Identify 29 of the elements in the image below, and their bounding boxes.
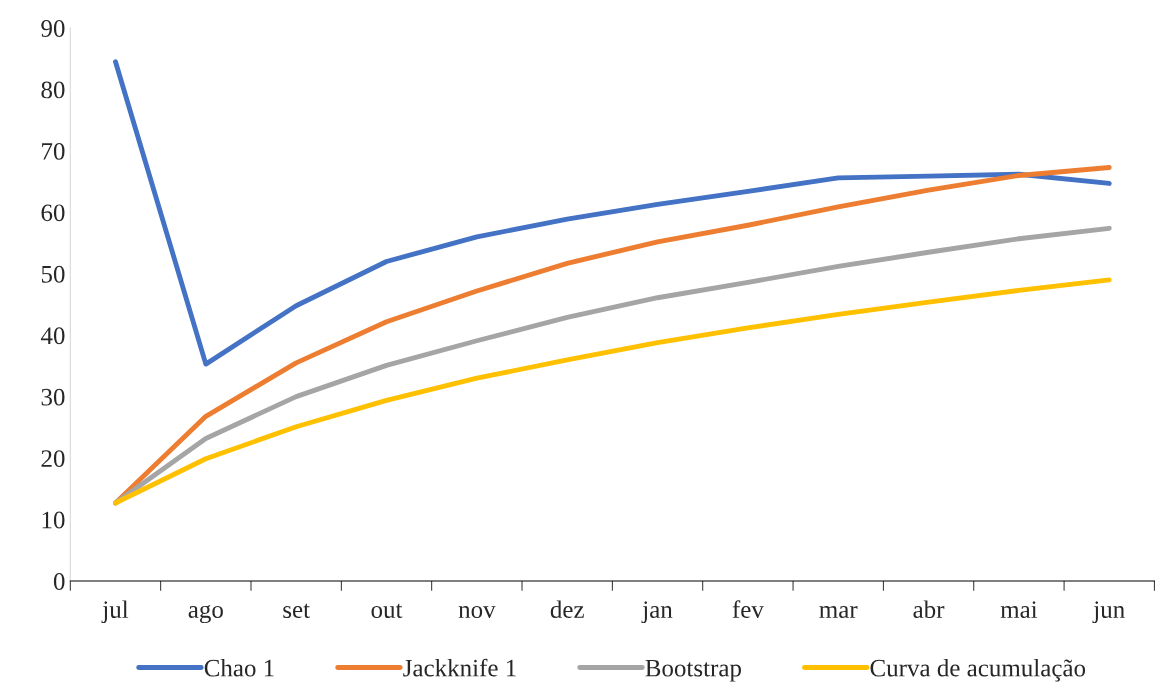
y-tick-label: 10 <box>42 511 65 529</box>
x-tick-label: jan <box>641 601 673 624</box>
y-tick-label: 0 <box>53 573 65 590</box>
y-tick-label: 90 <box>41 20 65 37</box>
x-tick-label: jul <box>101 600 129 624</box>
y-tick-label: 50 <box>41 265 65 283</box>
y-tick-label: 70 <box>42 142 65 160</box>
line-series <box>113 165 1112 506</box>
x-tick-label: nov <box>458 606 496 619</box>
x-tick-label: dez <box>550 600 584 619</box>
y-tick-label: 20 <box>41 450 65 468</box>
x-tick-label: jun <box>1092 601 1125 624</box>
y-tick-label: 80 <box>41 81 65 99</box>
legend-label: Bootstrap <box>645 659 741 682</box>
x-tick-label: out <box>371 603 403 619</box>
x-tick-label: mar <box>819 606 858 619</box>
x-tick-label: ago <box>188 604 223 624</box>
x-tick-label: set <box>283 603 310 619</box>
x-tick-label: fev <box>732 600 764 619</box>
x-tick-label: abr <box>913 600 945 619</box>
y-tick-label: 40 <box>40 327 65 345</box>
y-tick-label: 30 <box>41 388 65 406</box>
legend-label: Chao 1 <box>204 658 274 677</box>
legend-label: Curva de acumulação <box>870 658 1086 682</box>
y-tick-label: 60 <box>41 204 65 222</box>
line-series <box>113 59 1112 367</box>
line-series <box>113 277 1112 506</box>
x-tick-label: mai <box>1000 601 1038 619</box>
legend-label: Jackknife 1 <box>403 658 516 677</box>
